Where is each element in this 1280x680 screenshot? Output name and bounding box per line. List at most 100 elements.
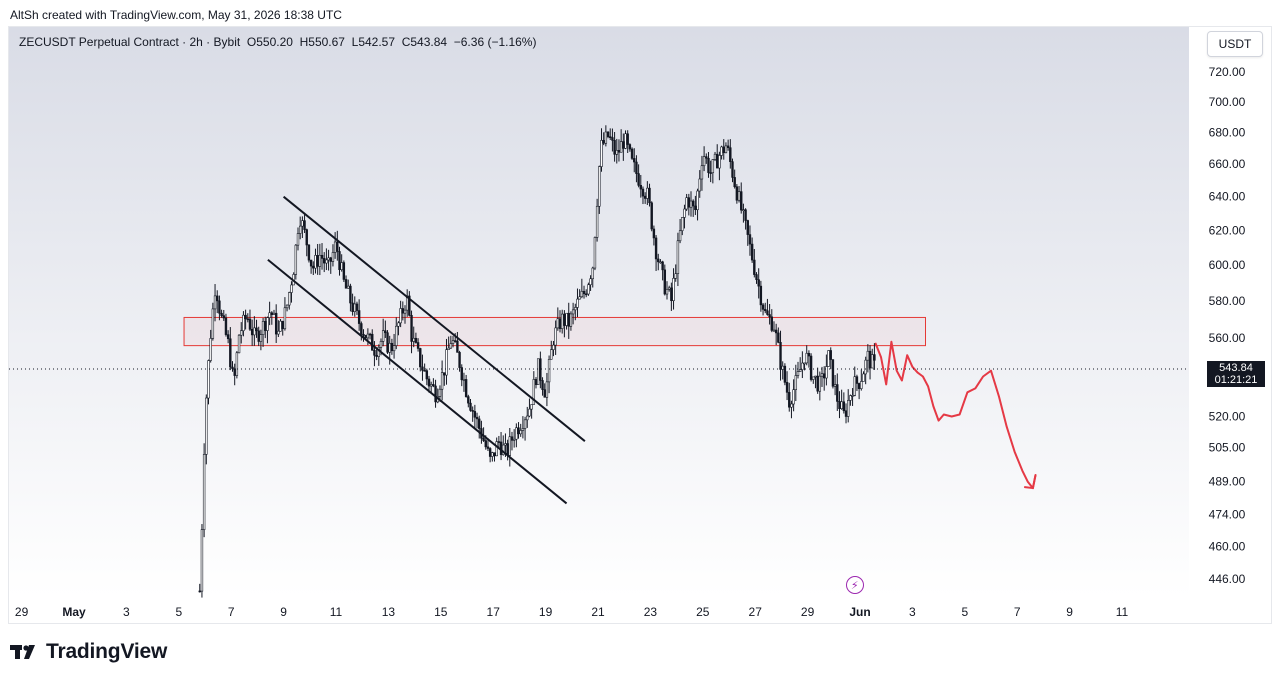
candle-body — [637, 173, 640, 186]
candle — [414, 332, 418, 344]
candle-body — [399, 308, 402, 324]
candle — [512, 429, 516, 448]
candle-body — [523, 419, 527, 429]
candle-body — [670, 287, 673, 302]
candle-body — [213, 295, 217, 310]
candle-body — [517, 427, 520, 435]
candle-body — [259, 334, 263, 342]
candle-body — [685, 197, 688, 210]
candle-body — [611, 137, 614, 141]
legend-change: −6.36 (−1.16%) — [453, 35, 537, 49]
candle-body — [547, 359, 551, 383]
candle — [412, 326, 415, 348]
candle — [253, 316, 256, 346]
candle — [696, 188, 699, 221]
candle-body — [414, 337, 418, 343]
candle-body — [202, 454, 206, 530]
candle — [268, 301, 271, 326]
candle — [681, 217, 684, 236]
candle — [840, 389, 843, 410]
candle — [873, 343, 876, 370]
y-tick-label: 460.00 — [1209, 539, 1246, 553]
candle-body — [209, 338, 212, 361]
candle-body — [814, 375, 817, 378]
y-tick-label: 680.00 — [1209, 126, 1246, 140]
x-tick-label: 3 — [909, 605, 916, 619]
candle — [508, 428, 511, 467]
candle — [781, 361, 784, 380]
candle-body — [807, 352, 811, 357]
candle — [347, 279, 350, 289]
candle — [456, 331, 459, 353]
price-chart[interactable]: 720.00 700.00 680.00 660.00 640.00 620.00 600.… — [9, 27, 1272, 624]
candle — [539, 351, 542, 389]
candle — [467, 394, 470, 408]
candle — [700, 155, 704, 191]
candle-body — [652, 228, 656, 239]
candle — [521, 416, 525, 439]
candle — [755, 272, 758, 284]
candle — [563, 310, 566, 338]
candle — [320, 243, 324, 270]
candle-body — [521, 428, 525, 431]
candle-body — [722, 146, 725, 154]
candle — [526, 406, 529, 428]
candle-body — [329, 257, 332, 262]
candle — [822, 366, 826, 391]
candle-body — [211, 308, 215, 339]
chart-area[interactable]: 720.00 700.00 680.00 660.00 640.00 620.00 600.… — [8, 26, 1272, 624]
chart-credit: AltSh created with TradingView.com, May … — [10, 8, 342, 22]
candle-body — [237, 334, 241, 354]
candle — [674, 264, 677, 282]
candle-body — [360, 323, 363, 335]
candle — [764, 302, 767, 314]
currency-button[interactable]: USDT — [1207, 31, 1263, 57]
candle-body — [226, 334, 230, 340]
x-tick-label: 29 — [15, 605, 29, 619]
candle — [416, 338, 420, 352]
y-tick-label: 580.00 — [1209, 294, 1246, 308]
candle-body — [740, 191, 743, 211]
candle-body — [659, 261, 662, 264]
candle — [689, 191, 693, 217]
candle — [543, 383, 546, 398]
candle-body — [294, 244, 298, 275]
candle — [788, 382, 791, 412]
candle-body — [484, 440, 487, 448]
candle — [643, 192, 647, 204]
candle-body — [790, 403, 793, 408]
candle-body — [563, 313, 566, 326]
candle-body — [759, 285, 763, 306]
candle-body — [726, 145, 730, 148]
candle-body — [423, 370, 426, 372]
candle — [624, 130, 627, 150]
candle — [240, 322, 243, 344]
candle — [515, 423, 518, 448]
candle-body — [218, 300, 221, 314]
x-tick-label: 5 — [961, 605, 968, 619]
candle — [244, 309, 247, 330]
candle-body — [220, 312, 223, 316]
candle — [794, 364, 798, 402]
candle-body — [379, 341, 383, 348]
candle — [617, 139, 621, 162]
y-tick-label: 700.00 — [1209, 95, 1246, 109]
candle-body — [737, 191, 741, 201]
candle — [281, 320, 284, 336]
candle — [401, 301, 405, 321]
tradingview-logo-icon — [10, 645, 35, 659]
candle-body — [447, 347, 450, 350]
candle-body — [390, 342, 394, 352]
candle-body — [598, 166, 601, 207]
lightning-icon[interactable]: ⚡ — [845, 576, 864, 594]
candle — [471, 406, 474, 422]
candle — [323, 252, 326, 273]
candle-body — [349, 285, 352, 304]
y-tick-label: 446.00 — [1209, 572, 1246, 586]
candle — [652, 225, 656, 246]
candle — [462, 372, 466, 392]
last-price-tag: 543.84 01:21:21 — [1207, 361, 1265, 388]
candle — [670, 282, 673, 311]
candle-body — [539, 358, 542, 381]
candle — [408, 291, 411, 317]
